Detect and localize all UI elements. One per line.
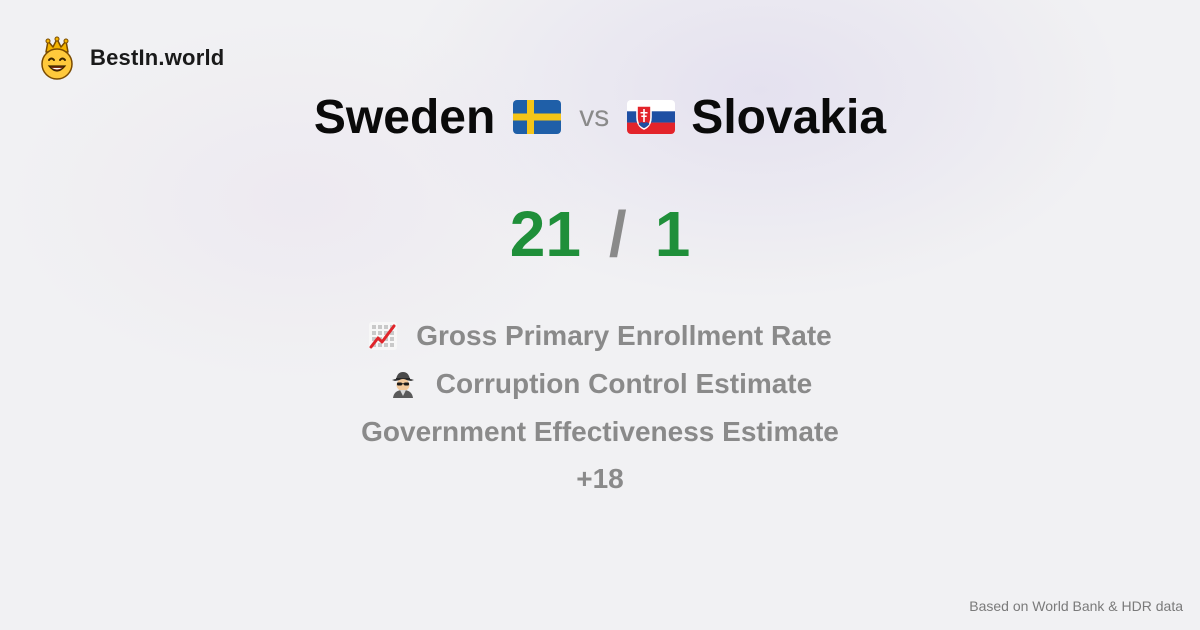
left-score: 21 [509, 198, 581, 270]
score: 21 / 1 [0, 194, 1200, 274]
metric-label: Corruption Control Estimate [435, 368, 813, 399]
left-country-name: Sweden [313, 90, 496, 144]
comparison-title: Sweden vs Slovakia [0, 86, 1200, 148]
metric-item: Government Effectiveness Estimate [361, 408, 839, 456]
right-country-name: Slovakia [691, 90, 887, 144]
detective-icon [391, 372, 414, 398]
metric-list: Gross Primary Enrollment Rate Corruption… [0, 312, 1200, 502]
more-metrics-count: +18 [576, 463, 624, 494]
crowned-smiley-icon [41, 36, 73, 80]
metric-item: Corruption Control Estimate [388, 360, 812, 408]
brand-name: BestIn.world [90, 45, 225, 70]
sweden-flag-icon [513, 100, 562, 134]
metric-label: Gross Primary Enrollment Rate [416, 320, 832, 351]
score-separator: / [608, 198, 627, 270]
metric-item: Gross Primary Enrollment Rate [368, 312, 832, 360]
vs-label: vs [579, 100, 610, 133]
data-source-note: Based on World Bank & HDR data [969, 598, 1183, 614]
metric-label: Government Effectiveness Estimate [361, 416, 839, 447]
chart-increasing-icon [369, 322, 398, 350]
right-score: 1 [654, 198, 691, 270]
slovakia-flag-icon [627, 100, 676, 134]
brand-logo-link[interactable]: BestIn.world [38, 36, 224, 80]
